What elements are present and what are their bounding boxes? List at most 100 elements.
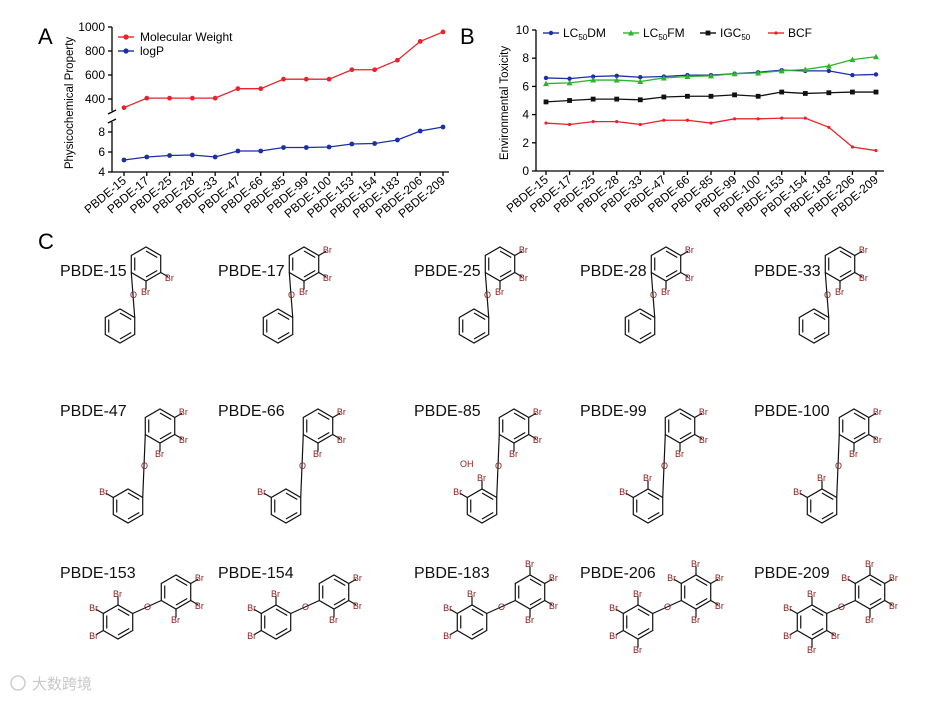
ring-double-bond <box>813 331 826 340</box>
data-point-logp <box>167 153 172 158</box>
ring-double-bond <box>117 627 130 636</box>
substituent-bond <box>680 250 689 257</box>
structure-label: PBDE-154 <box>218 565 294 582</box>
ring-double-bond <box>175 597 188 606</box>
bromine-atom-label: Br <box>271 589 280 599</box>
bromine-atom-label: Br <box>849 449 858 459</box>
chart-a-y-tick-label: 800 <box>85 44 105 58</box>
ring-double-bond <box>159 431 172 440</box>
ring-double-bond <box>853 412 866 421</box>
data-point-igc50 <box>732 92 737 98</box>
substituent-bond <box>253 608 262 615</box>
bromine-atom-label: Br <box>835 287 844 297</box>
ring-double-bond <box>839 250 852 259</box>
bromine-atom-label: Br <box>699 435 708 445</box>
chart-a-series <box>121 29 446 163</box>
bromine-atom-label: Br <box>299 287 308 297</box>
benzene-ring <box>664 408 696 444</box>
structure-pbde-25: PBDE-25O Br Br Br <box>414 245 528 344</box>
bromine-atom-label: Br <box>257 487 266 497</box>
ring-double-bond <box>481 511 494 520</box>
benzene-ring <box>104 308 136 344</box>
structure-pbde-17: PBDE-17O Br Br Br <box>218 245 332 344</box>
data-point-lc50fm <box>778 67 785 74</box>
ether-bond <box>290 606 306 615</box>
substituent-bond <box>449 608 458 615</box>
legend-marker-bcf <box>774 31 778 35</box>
data-point-lc50dm <box>614 73 619 79</box>
ring-double-bond <box>853 431 866 440</box>
legend-label-lc50dm: LC50DM <box>563 26 606 42</box>
chart-a: Physicochemical Property 400 600 800 1000 4 6… <box>64 20 449 221</box>
structure-label: PBDE-17 <box>218 263 285 280</box>
benzene-ring <box>466 488 498 524</box>
legend-label-bcf: BCF <box>788 26 812 40</box>
bromine-atom-label: Br <box>443 631 452 641</box>
chart-a-y-tick-label: 8 <box>98 125 105 139</box>
ether-bond <box>484 272 488 296</box>
data-point-lc50dm <box>850 72 855 78</box>
ring-double-bond <box>275 608 288 617</box>
chart-b-y-axis-label: Environmental Toxicity <box>499 46 511 160</box>
data-point-molecular-weight <box>349 67 355 73</box>
data-point-molecular-weight <box>212 95 218 101</box>
ring-double-bond <box>637 627 650 636</box>
benzene-ring <box>624 308 656 344</box>
ring-double-bond <box>285 511 298 520</box>
substituent-bond <box>514 250 523 257</box>
data-point-lc50fm <box>660 74 667 81</box>
ether-bond <box>652 606 668 615</box>
bromine-atom-label: Br <box>477 473 486 483</box>
structure-label: PBDE-99 <box>580 403 647 420</box>
ring-double-bond <box>333 597 346 606</box>
data-point-logp <box>349 141 355 147</box>
panel-label-c: C <box>38 229 54 254</box>
ring-double-bond <box>679 431 692 440</box>
chart-a-axis-break-mark <box>107 109 117 115</box>
ether-bond <box>143 434 146 467</box>
structure-pbde-209: PBDE-209 O Br Br Br Br Br Br Br Br Br Br <box>754 559 898 655</box>
bromine-atom-label: Br <box>865 559 874 569</box>
substituent-bond <box>318 271 327 278</box>
substituent-bond <box>826 629 835 636</box>
data-point-bcf <box>662 118 666 122</box>
ring-double-bond <box>813 312 826 321</box>
substituent-bond <box>190 599 199 606</box>
watermark-logo-icon <box>10 675 26 691</box>
data-point-igc50 <box>685 93 690 99</box>
ether-bond <box>837 434 840 467</box>
ring-double-bond <box>481 492 494 501</box>
bromine-atom-label: Br <box>171 615 180 625</box>
bromine-atom-label: Br <box>691 615 700 625</box>
ring-double-bond <box>499 269 512 278</box>
structure-label: PBDE-85 <box>414 403 481 420</box>
data-point-lc50fm <box>708 72 714 79</box>
substituent-bond <box>673 578 682 585</box>
data-point-bcf <box>756 117 760 121</box>
ring-double-bond <box>639 312 652 321</box>
structure-label: PBDE-100 <box>754 403 830 420</box>
benzene-ring <box>484 246 516 282</box>
data-point-lc50fm <box>543 80 549 87</box>
structure-pbde-33: PBDE-33O Br Br Br <box>754 245 868 344</box>
data-point-molecular-weight <box>395 57 400 63</box>
oxygen-atom-label: O <box>299 461 306 471</box>
chart-b-y-tick-label: 0 <box>522 164 529 178</box>
bromine-atom-label: Br <box>495 287 504 297</box>
structure-pbde-100: PBDE-100 O Br Br Br Br Br <box>754 403 882 524</box>
ring-double-bond <box>285 492 298 501</box>
structure-label: PBDE-47 <box>60 403 127 420</box>
data-point-lc50dm <box>590 74 596 79</box>
legend-marker-molecular-weight <box>123 34 129 40</box>
data-point-bcf <box>591 120 595 124</box>
watermark-text: 大数跨境 <box>32 675 92 693</box>
oxygen-atom-label: O <box>130 290 137 300</box>
data-point-igc50 <box>590 96 596 102</box>
data-point-lc50fm <box>637 78 644 84</box>
ether-bond <box>132 606 148 615</box>
substituent-bond <box>625 492 634 499</box>
benzene-ring <box>798 308 830 344</box>
data-point-molecular-weight <box>281 76 286 82</box>
substituent-bond <box>680 271 689 278</box>
